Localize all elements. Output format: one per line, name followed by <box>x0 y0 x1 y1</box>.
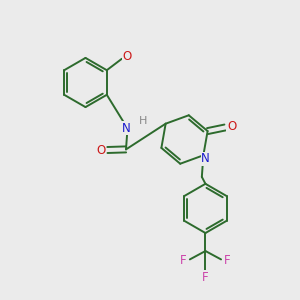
Text: N: N <box>201 152 210 165</box>
Text: F: F <box>180 254 187 266</box>
Text: F: F <box>224 254 231 266</box>
Text: O: O <box>123 50 132 63</box>
Text: F: F <box>202 271 209 284</box>
Text: O: O <box>96 143 105 157</box>
Text: H: H <box>139 116 147 126</box>
Text: N: N <box>122 122 130 135</box>
Text: O: O <box>227 120 236 133</box>
